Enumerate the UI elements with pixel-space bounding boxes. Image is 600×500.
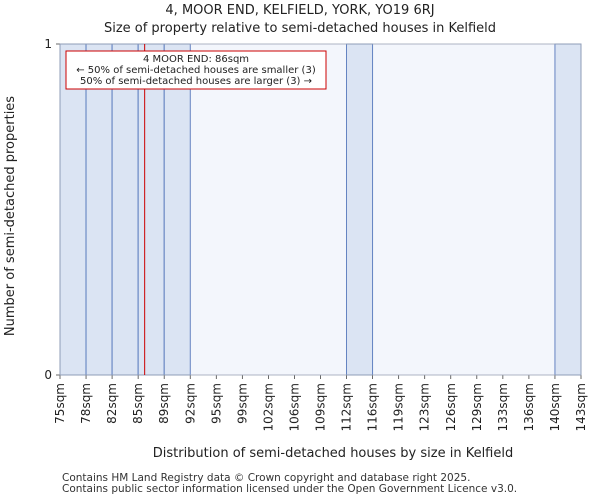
x-tick-label-140sqm: 140sqm: [548, 383, 562, 431]
x-tick-label-126sqm: 126sqm: [444, 383, 458, 431]
x-tick-label-143sqm: 143sqm: [574, 383, 588, 431]
annotation-box: 4 MOOR END: 86sqm ← 50% of semi-detached…: [65, 50, 327, 90]
bar-112sqm: [346, 43, 374, 376]
chart-title-line2: Size of property relative to semi-detach…: [104, 21, 496, 36]
x-tick-label-75sqm: 75sqm: [53, 383, 67, 424]
bar-82sqm: [111, 43, 139, 376]
x-tick-label-116sqm: 116sqm: [366, 383, 380, 431]
y-axis-label: Number of semi-detached properties: [3, 96, 18, 336]
bar-75sqm: [59, 43, 87, 376]
annotation-line2: ← 50% of semi-detached houses are smalle…: [76, 65, 316, 76]
x-tick-label-78sqm: 78sqm: [79, 383, 93, 424]
x-tick-label-82sqm: 82sqm: [105, 383, 119, 424]
plot-frame: [59, 43, 582, 376]
x-tick-label-85sqm: 85sqm: [131, 383, 145, 424]
x-tick-label-119sqm: 119sqm: [392, 383, 406, 431]
chart-title-line1: 4, MOOR END, KELFIELD, YORK, YO19 6RJ: [165, 3, 434, 18]
x-tick-label-99sqm: 99sqm: [235, 383, 249, 424]
x-tick-label-89sqm: 89sqm: [157, 383, 171, 424]
x-tick-label-102sqm: 102sqm: [261, 383, 275, 431]
bar-78sqm: [85, 43, 113, 376]
footer-copyright: Contains HM Land Registry data © Crown c…: [62, 472, 471, 484]
annotation-line1: 4 MOOR END: 86sqm: [143, 54, 249, 65]
x-tick-label-136sqm: 136sqm: [522, 383, 536, 431]
x-tick-label-92sqm: 92sqm: [183, 383, 197, 424]
bar-89sqm: [163, 43, 191, 376]
x-tick-label-133sqm: 133sqm: [496, 383, 510, 431]
y-tick-label: 0: [44, 368, 52, 382]
y-tick-label: 1: [44, 37, 52, 51]
x-tick-label-95sqm: 95sqm: [209, 383, 223, 424]
bar-85sqm: [137, 43, 165, 376]
x-tick-label-112sqm: 112sqm: [340, 383, 354, 431]
annotation-line3: 50% of semi-detached houses are larger (…: [80, 76, 312, 87]
x-tick-label-123sqm: 123sqm: [418, 383, 432, 431]
x-tick-label-106sqm: 106sqm: [287, 383, 301, 431]
x-tick-label-109sqm: 109sqm: [314, 383, 328, 431]
x-axis-label: Distribution of semi-detached houses by …: [153, 446, 514, 461]
footer-licence: Contains public sector information licen…: [62, 483, 518, 495]
bar-140sqm: [554, 43, 582, 376]
x-tick-label-129sqm: 129sqm: [470, 383, 484, 431]
